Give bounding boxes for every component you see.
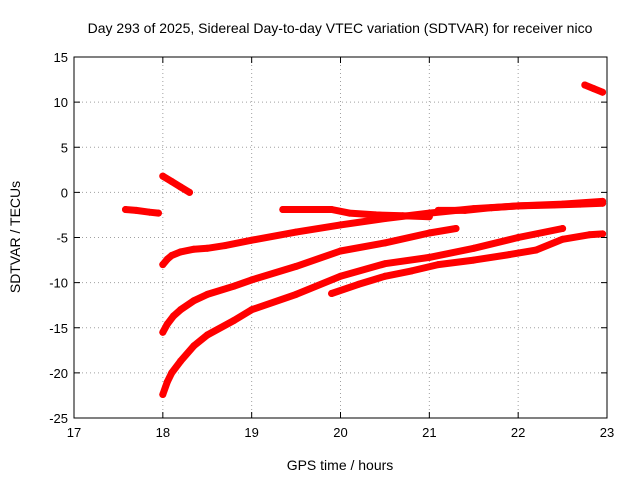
data-point xyxy=(590,85,598,93)
data-point xyxy=(337,247,344,255)
data-point xyxy=(177,248,185,256)
x-axis-label: GPS time / hours xyxy=(287,457,394,473)
data-point xyxy=(292,262,300,270)
data-point xyxy=(230,317,238,324)
data-point xyxy=(599,199,607,207)
data-point xyxy=(168,369,176,377)
data-point xyxy=(170,312,177,320)
x-tick-label: 17 xyxy=(67,425,81,440)
data-point xyxy=(168,252,176,259)
data-point xyxy=(505,251,513,259)
data-point xyxy=(434,261,442,269)
data-point xyxy=(248,276,256,284)
data-point xyxy=(248,306,256,314)
data-point xyxy=(381,272,389,280)
data-point xyxy=(132,206,140,214)
y-tick-label: -15 xyxy=(49,321,68,336)
data-point xyxy=(203,244,211,252)
data-point xyxy=(514,234,522,241)
y-tick-label: -5 xyxy=(56,231,68,246)
data-point xyxy=(177,183,185,191)
data-point xyxy=(532,246,540,254)
y-tick-label: -10 xyxy=(49,276,68,291)
y-tick-label: -20 xyxy=(49,366,68,381)
data-point xyxy=(203,331,211,339)
data-point xyxy=(177,357,185,365)
data-point xyxy=(470,256,478,264)
data-point xyxy=(154,209,162,217)
data-point xyxy=(581,81,589,89)
data-point xyxy=(301,206,309,213)
data-point xyxy=(190,245,198,253)
data-point xyxy=(434,206,442,214)
data-point xyxy=(599,230,607,238)
data-point xyxy=(292,290,300,298)
data-point xyxy=(168,178,176,185)
series-track-1 xyxy=(122,206,162,217)
data-point xyxy=(163,320,171,328)
y-tick-label: 5 xyxy=(61,140,68,155)
data-point xyxy=(292,228,300,236)
data-point xyxy=(381,260,389,268)
x-tick-label: 19 xyxy=(244,425,258,440)
data-point xyxy=(328,290,336,297)
data-point xyxy=(599,88,607,96)
y-axis-label: SDTVAR / TECUs xyxy=(7,181,23,293)
data-point xyxy=(337,272,344,280)
data-point xyxy=(576,200,584,208)
series-track-4 xyxy=(159,225,460,336)
x-tick-label: 23 xyxy=(600,425,614,440)
data-point xyxy=(186,188,193,196)
data-point xyxy=(425,213,433,221)
data-series xyxy=(122,81,607,398)
x-tick-label: 18 xyxy=(156,425,170,440)
y-tick-label: 15 xyxy=(54,50,68,65)
x-tick-label: 20 xyxy=(333,425,347,440)
data-point xyxy=(190,297,198,305)
data-point xyxy=(354,280,362,288)
data-point xyxy=(248,236,256,244)
data-point xyxy=(425,253,433,261)
data-point xyxy=(159,172,167,180)
axis-ticks: 17 18 19 20 21 22 23 -25 -20 -15 -10 -5 0 5 10 15 xyxy=(49,50,614,440)
data-point xyxy=(328,206,336,213)
y-tick-label: 10 xyxy=(54,95,68,110)
data-point xyxy=(559,235,567,243)
data-point xyxy=(159,261,167,269)
data-point xyxy=(122,206,129,213)
data-point xyxy=(452,225,460,232)
data-point xyxy=(381,239,389,247)
data-point xyxy=(372,211,380,219)
data-point xyxy=(399,212,407,220)
x-tick-label: 21 xyxy=(422,425,436,440)
data-point xyxy=(337,221,344,229)
data-point xyxy=(203,290,211,298)
chart-title: Day 293 of 2025, Sidereal Day-to-day VTE… xyxy=(88,20,593,36)
data-point xyxy=(345,209,353,217)
data-point xyxy=(159,328,167,336)
data-point xyxy=(488,204,495,212)
data-point xyxy=(425,229,433,237)
data-point xyxy=(190,342,198,350)
data-point xyxy=(461,206,469,214)
data-point xyxy=(159,391,167,398)
data-point xyxy=(230,282,238,290)
data-point xyxy=(559,225,567,232)
data-point xyxy=(470,244,478,252)
data-point xyxy=(514,202,522,210)
data-point xyxy=(408,267,416,275)
x-tick-label: 22 xyxy=(511,425,525,440)
y-tick-label: -25 xyxy=(49,411,68,426)
data-point xyxy=(550,201,558,209)
y-tick-label: 0 xyxy=(61,185,68,200)
series-track-2 xyxy=(159,172,193,196)
data-point xyxy=(279,206,287,213)
data-point xyxy=(163,378,171,386)
data-point xyxy=(585,231,593,239)
data-point xyxy=(146,208,153,216)
data-point xyxy=(177,306,185,314)
data-point xyxy=(221,242,229,250)
